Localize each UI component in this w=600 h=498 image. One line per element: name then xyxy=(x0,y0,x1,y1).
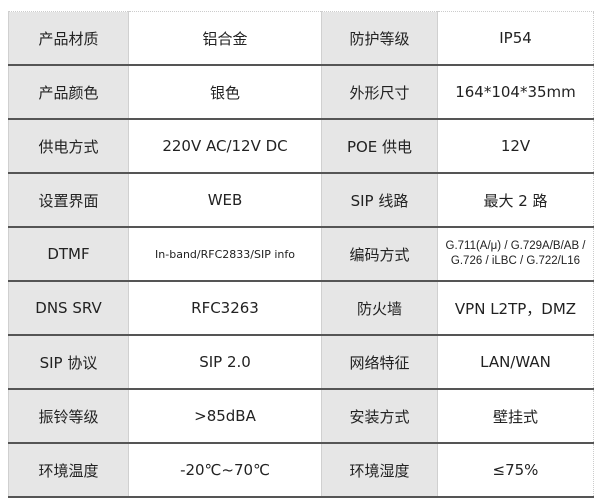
spec-value: RFC3263 xyxy=(128,281,322,336)
spec-value: WEB xyxy=(128,173,322,228)
spec-row: DTMF In-band/RFC2833/SIP info 编码方式 G.711(A/… xyxy=(8,227,594,282)
spec-value: G.711(A/μ) / G.729A/B/AB / G.726 / iLBC … xyxy=(437,227,594,282)
spec-label: DNS SRV xyxy=(8,281,129,336)
spec-label: 环境温度 xyxy=(8,443,129,498)
spec-label: SIP 协议 xyxy=(8,335,129,390)
spec-label: 供电方式 xyxy=(8,119,129,174)
spec-value: 最大 2 路 xyxy=(437,173,594,228)
spec-value: In-band/RFC2833/SIP info xyxy=(128,227,322,282)
spec-label: DTMF xyxy=(8,227,129,282)
spec-row: 振铃等级 >85dBA 安装方式 壁挂式 xyxy=(8,389,594,444)
spec-label: 产品颜色 xyxy=(8,65,129,120)
spec-label: 防火墙 xyxy=(321,281,438,336)
spec-value: 银色 xyxy=(128,65,322,120)
spec-label: 防护等级 xyxy=(321,11,438,66)
spec-label: 外形尺寸 xyxy=(321,65,438,120)
spec-label: SIP 线路 xyxy=(321,173,438,228)
spec-label: 环境湿度 xyxy=(321,443,438,498)
spec-row: 产品材质 铝合金 防护等级 IP54 xyxy=(8,11,594,66)
spec-row: 设置界面 WEB SIP 线路 最大 2 路 xyxy=(8,173,594,228)
spec-value: SIP 2.0 xyxy=(128,335,322,390)
spec-label: 振铃等级 xyxy=(8,389,129,444)
spec-value: 12V xyxy=(437,119,594,174)
spec-value: >85dBA xyxy=(128,389,322,444)
spec-value: VPN L2TP，DMZ xyxy=(437,281,594,336)
spec-label: 编码方式 xyxy=(321,227,438,282)
spec-value: LAN/WAN xyxy=(437,335,594,390)
spec-value: 164*104*35mm xyxy=(437,65,594,120)
spec-value: -20℃~70℃ xyxy=(128,443,322,498)
spec-value: 壁挂式 xyxy=(437,389,594,444)
spec-row: SIP 协议 SIP 2.0 网络特征 LAN/WAN xyxy=(8,335,594,390)
spec-value: IP54 xyxy=(437,11,594,66)
spec-label: POE 供电 xyxy=(321,119,438,174)
spec-row: 供电方式 220V AC/12V DC POE 供电 12V xyxy=(8,119,594,174)
spec-label: 产品材质 xyxy=(8,11,129,66)
spec-row: 产品颜色 银色 外形尺寸 164*104*35mm xyxy=(8,65,594,120)
spec-row: DNS SRV RFC3263 防火墙 VPN L2TP，DMZ xyxy=(8,281,594,336)
spec-table: 产品材质 铝合金 防护等级 IP54 产品颜色 银色 外形尺寸 164*104*35mm 供电方… xyxy=(8,11,594,498)
spec-value: ≤75% xyxy=(437,443,594,498)
spec-label: 安装方式 xyxy=(321,389,438,444)
spec-label: 网络特征 xyxy=(321,335,438,390)
spec-value: 铝合金 xyxy=(128,11,322,66)
spec-value: 220V AC/12V DC xyxy=(128,119,322,174)
spec-row: 环境温度 -20℃~70℃ 环境湿度 ≤75% xyxy=(8,443,594,498)
spec-label: 设置界面 xyxy=(8,173,129,228)
